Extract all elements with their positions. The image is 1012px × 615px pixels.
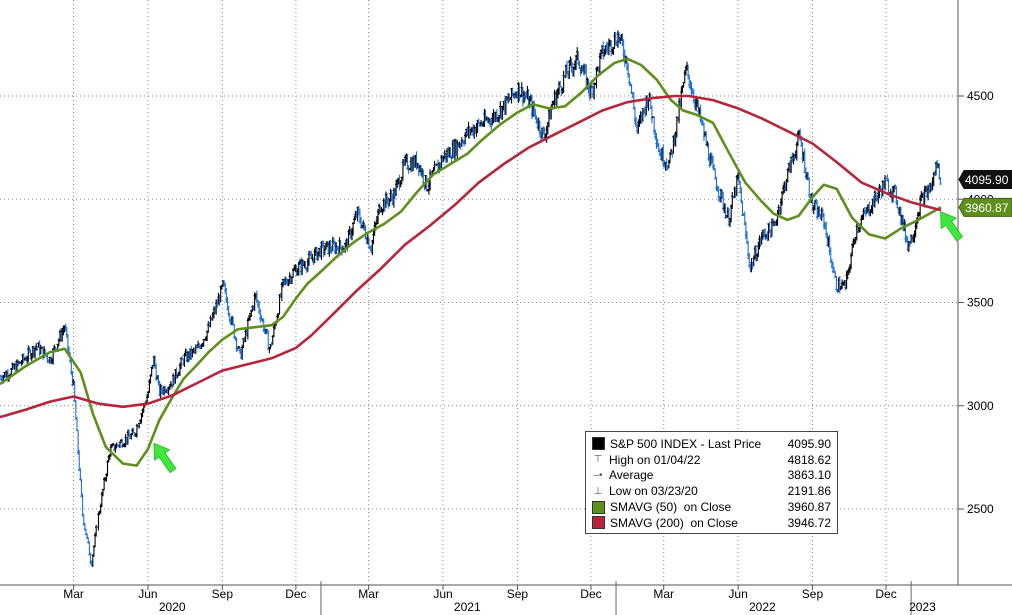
sma50-badge: 3960.87 bbox=[958, 197, 1012, 217]
sma50-badge-text: 3960.87 bbox=[965, 201, 1009, 215]
x-tick-label: Jun bbox=[433, 587, 452, 601]
legend-value: 3960.87 bbox=[787, 500, 831, 515]
crossover-arrows bbox=[153, 210, 964, 474]
legend-swatch bbox=[592, 437, 605, 451]
average-marker-icon: –• bbox=[593, 469, 603, 481]
y-tick-label: 3500 bbox=[967, 296, 994, 310]
low-marker-icon: ⊥ bbox=[593, 485, 603, 497]
sma50-badge-box bbox=[958, 197, 1012, 217]
legend-value: 4818.62 bbox=[787, 452, 831, 467]
x-tick-label: Dec bbox=[580, 587, 601, 601]
legend-value: 3863.10 bbox=[787, 468, 831, 483]
last-price-badge-box bbox=[958, 169, 1012, 189]
series-layer bbox=[0, 30, 942, 568]
legend-row: SMAVG (200) on Close 3946.72 bbox=[592, 515, 831, 531]
x-tick-label: Jun bbox=[728, 587, 747, 601]
sma50-line bbox=[0, 57, 942, 467]
x-tick-label: Mar bbox=[653, 587, 674, 601]
x-tick-label: Dec bbox=[875, 587, 896, 601]
legend-swatch bbox=[592, 516, 605, 530]
legend-row: SMAVG (50) on Close 3960.87 bbox=[592, 499, 831, 515]
sma200-line bbox=[0, 94, 942, 419]
legend-value: 3946.72 bbox=[787, 515, 831, 530]
legend-value: 4095.90 bbox=[787, 436, 831, 451]
crossover-arrow-icon bbox=[940, 210, 964, 242]
last-price-badge: 4095.90 bbox=[958, 169, 1012, 189]
year-label: 2021 bbox=[454, 600, 481, 614]
x-tick-label: Sep bbox=[507, 587, 529, 601]
year-label: 2022 bbox=[749, 600, 776, 614]
legend-swatch bbox=[592, 500, 605, 514]
price-series bbox=[0, 30, 942, 568]
high-marker-icon: ⊤ bbox=[593, 454, 603, 466]
x-axis: Mar Jun Sep Dec Mar Jun Sep Dec Mar Jun Sep Dec 2020… bbox=[63, 585, 936, 614]
legend-label: SMAVG (50) on Close bbox=[610, 500, 732, 515]
x-tick-label: Dec bbox=[285, 587, 306, 601]
legend-row: ⊥ Low on 03/23/20 2191.86 bbox=[592, 483, 831, 499]
legend-label: High on 01/04/22 bbox=[609, 452, 701, 467]
y-tick-label: 2500 bbox=[967, 502, 994, 516]
x-tick-label: Sep bbox=[802, 587, 824, 601]
legend-row: ⊤ High on 01/04/22 4818.62 bbox=[592, 452, 831, 468]
x-tick-label: Sep bbox=[212, 587, 234, 601]
y-axis: 25003000350040004500 bbox=[958, 89, 994, 516]
grid bbox=[0, 0, 1012, 586]
y-tick-label: 3000 bbox=[967, 399, 994, 413]
last-price-badge-text: 4095.90 bbox=[965, 173, 1009, 187]
legend-label: S&P 500 INDEX - Last Price bbox=[610, 436, 762, 451]
legend-row: S&P 500 INDEX - Last Price 4095.90 bbox=[592, 436, 831, 452]
x-tick-label: Mar bbox=[63, 587, 84, 601]
legend-label: Average bbox=[609, 468, 654, 483]
legend-label: Low on 03/23/20 bbox=[609, 484, 698, 499]
crossover-arrow-icon bbox=[153, 442, 177, 474]
legend-value: 2191.86 bbox=[787, 484, 831, 499]
y-tick-label: 4500 bbox=[967, 89, 994, 103]
year-label: 2023 bbox=[909, 600, 936, 614]
x-tick-label: Mar bbox=[358, 587, 379, 601]
year-label: 2020 bbox=[159, 600, 186, 614]
arrow-shape bbox=[940, 210, 964, 242]
legend: S&P 500 INDEX - Last Price 4095.90 ⊤ High o… bbox=[585, 431, 838, 534]
price-badges: 4095.90 3960.87 bbox=[958, 169, 1012, 217]
x-tick-label: Jun bbox=[138, 587, 157, 601]
legend-label: SMAVG (200) on Close bbox=[610, 515, 738, 530]
legend-row: –• Average 3863.10 bbox=[592, 468, 831, 484]
year-dividers bbox=[320, 581, 912, 615]
arrow-shape bbox=[153, 442, 177, 474]
